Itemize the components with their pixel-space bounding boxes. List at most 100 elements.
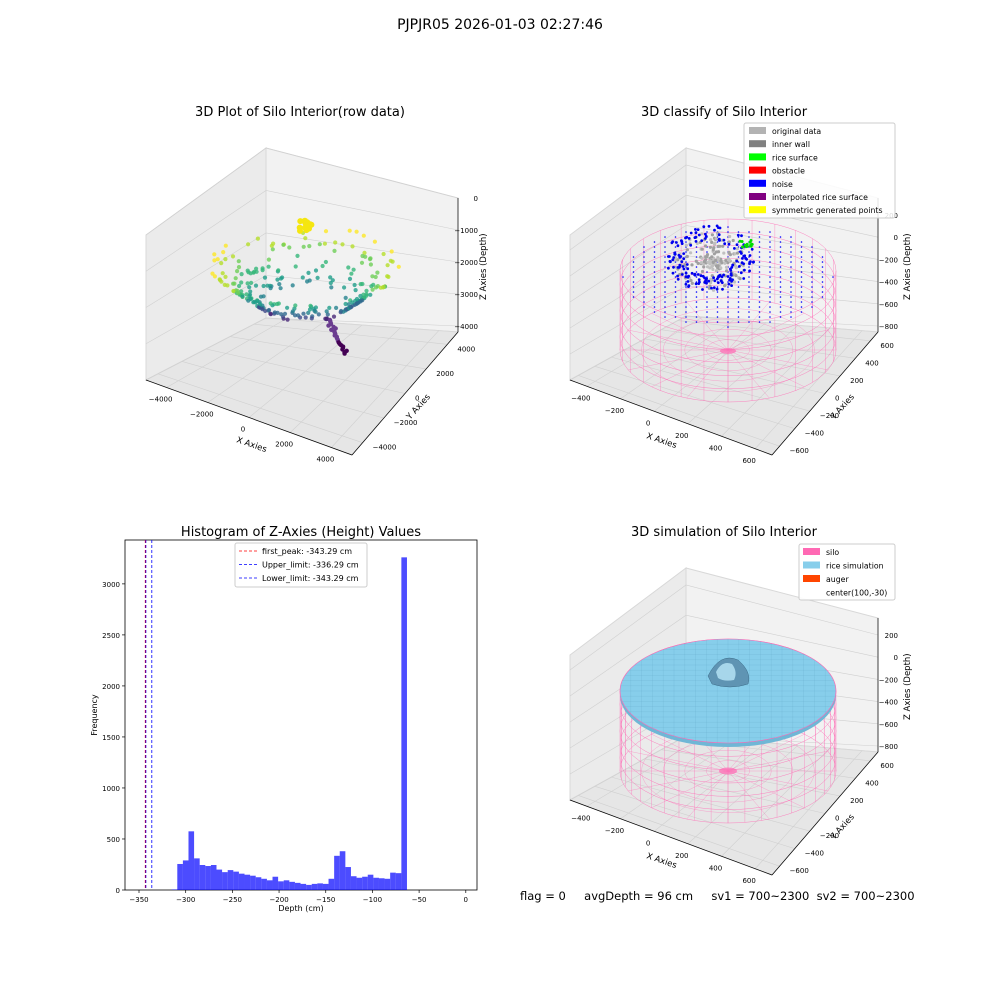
classify-noise-point — [685, 296, 687, 298]
raw-3d-y-axis — [351, 331, 459, 456]
classify-original-point — [738, 277, 742, 281]
classify-noise-point — [811, 296, 813, 298]
classify-noise-point — [743, 254, 747, 258]
classify-noise-point — [668, 255, 671, 258]
raw-3d-point — [290, 283, 295, 288]
histogram-bar — [328, 878, 335, 890]
classify-noise-point — [706, 251, 708, 253]
raw-3d-point — [313, 309, 318, 314]
classify-original-point — [705, 255, 709, 259]
classify-noise-point — [695, 286, 698, 288]
histogram-xtick-label: −100 — [363, 896, 382, 904]
classify-noise-point — [716, 306, 719, 308]
classify-noise-point — [758, 256, 761, 258]
raw-3d-zgrid — [145, 317, 459, 381]
classify-noise-point — [695, 291, 698, 293]
classify-noise-point — [727, 282, 731, 286]
histogram-bar — [345, 867, 351, 890]
histogram-vlines — [144, 540, 153, 890]
classify-original-point — [702, 259, 707, 264]
raw-3d-point — [354, 229, 359, 234]
classify-original-point — [715, 264, 719, 268]
classify-3d-xtick-label: 0 — [646, 419, 650, 427]
classify-noise-point — [694, 282, 698, 286]
classify-legend-label: symmetric generated points — [772, 206, 883, 215]
classify-noise-point — [790, 296, 792, 298]
classify-original-point — [733, 280, 737, 284]
classify-noise-point — [685, 291, 687, 293]
classify-noise-point — [674, 286, 677, 288]
classify-noise-point — [716, 311, 719, 313]
histogram-xtick-label: −200 — [269, 896, 288, 904]
histogram-bar — [177, 863, 183, 890]
classify-noise-point — [790, 311, 792, 313]
simulation-3d-ygrid — [627, 767, 826, 814]
histogram-bar — [188, 831, 195, 890]
classify-noise-point — [697, 278, 701, 282]
classify-noise-point — [727, 316, 729, 318]
classify-noise-point — [811, 261, 813, 263]
classify-noise-point — [748, 291, 750, 293]
raw-3d-title: 3D Plot of Silo Interior(row data) — [195, 105, 405, 120]
histogram-xtick-label: −300 — [176, 896, 195, 904]
status-avg-depth: avgDepth = 96 cm — [584, 889, 694, 903]
classify-original-point — [704, 244, 708, 248]
histogram-bar — [367, 874, 374, 890]
raw-3d-point — [368, 292, 373, 297]
classify-noise-point — [693, 273, 697, 277]
raw-3d-x-axis — [145, 379, 353, 456]
classify-noise-point — [748, 236, 750, 238]
classify-noise-point — [737, 306, 740, 308]
classify-legend-swatch — [749, 140, 766, 148]
classify-noise-point — [653, 256, 656, 258]
classify-noise-point — [779, 271, 782, 273]
simulation-3d-ygrid — [611, 776, 810, 832]
simulation-silo-spoke — [727, 770, 770, 820]
histogram-bar — [194, 858, 200, 890]
histogram-legend-label: Lower_limit: -343.29 cm — [262, 574, 359, 583]
histogram-xlabel: Depth (cm) — [278, 904, 323, 913]
histogram-title: Histogram of Z-Axies (Height) Values — [181, 525, 421, 540]
classify-original-point — [707, 286, 712, 290]
simulation-3d-xlabel: X Axies — [645, 851, 678, 871]
raw-3d-point — [249, 280, 254, 285]
raw-3d-point — [285, 317, 290, 322]
classify-3d-ytick-label: −600 — [790, 447, 809, 455]
classify-noise-point — [758, 311, 761, 313]
classify-noise-point — [821, 286, 824, 288]
classify-noise-point — [706, 296, 708, 298]
classify-noise-point — [676, 244, 680, 248]
raw-3d-point — [343, 295, 348, 300]
classify-silo-spoke — [727, 349, 770, 399]
raw-3d-ytick-label: 0 — [415, 395, 419, 403]
classify-noise-point — [800, 291, 803, 293]
raw-3d-point — [324, 317, 329, 322]
classify-noise-point — [748, 301, 750, 303]
simulation-3d-zgrid — [569, 614, 879, 697]
raw-3d-point — [212, 252, 217, 257]
classify-noise-point — [758, 281, 761, 283]
classify-noise-point — [737, 291, 740, 293]
classify-original-point — [721, 244, 725, 248]
classify-original-point — [714, 250, 719, 254]
classify-noise-point — [715, 224, 719, 228]
classify-original-point — [708, 266, 712, 270]
classify-noise-point — [723, 242, 727, 246]
classify-noise-point — [748, 311, 750, 313]
classify-noise-point — [653, 281, 656, 283]
classify-noise-point — [779, 251, 782, 253]
raw-3d-ztick-label: −2000 — [454, 259, 478, 267]
classify-legend-swatch — [749, 153, 766, 161]
simulation-3d-zlabel: Z Axies (Depth) — [903, 653, 913, 720]
simulation-legend-label: auger — [826, 575, 849, 584]
classify-noise-point — [676, 274, 679, 278]
raw-3d-xtick-label: 4000 — [316, 456, 334, 464]
simulation-3d-ytick-label: 400 — [865, 779, 878, 787]
simulation-3d-ztick-label: −200 — [879, 676, 898, 684]
raw-3d-point — [212, 274, 217, 279]
classify-noise-point — [643, 286, 645, 288]
raw-3d-point — [285, 305, 290, 310]
raw-3d-point — [323, 229, 329, 234]
raw-3d-point — [252, 299, 257, 304]
raw-3d-point — [359, 260, 365, 265]
